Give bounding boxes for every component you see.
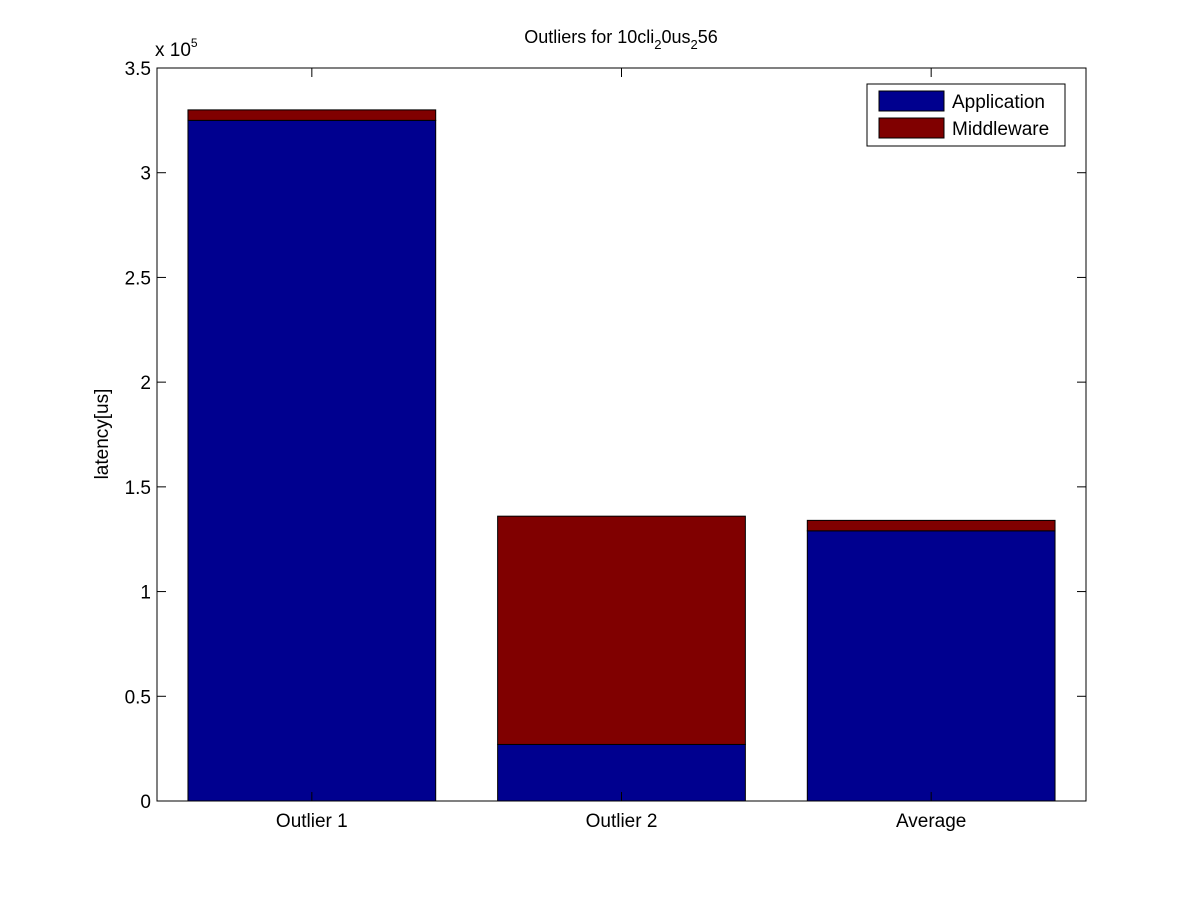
legend-swatch-application: [878, 90, 945, 112]
y-tick-label: 2.5: [125, 268, 151, 289]
bar-middleware-average: [806, 519, 1056, 532]
y-tick-label: 1.5: [125, 478, 151, 499]
y-tick-label: 1: [140, 583, 151, 604]
y-tick-label: 3: [140, 164, 151, 185]
bar-middleware-outlier-1: [187, 109, 437, 121]
bar-application-average: [806, 530, 1056, 802]
y-tick-label: 0.5: [125, 687, 151, 708]
y-axis-exponent: x 105: [155, 36, 198, 61]
y-tick-label: 3.5: [125, 59, 151, 80]
x-tick-label: Outlier 2: [586, 811, 658, 832]
legend-label-middleware: Middleware: [952, 119, 1049, 140]
chart-title: Outliers for 10cli20us256: [524, 27, 718, 52]
x-tick-label: Average: [896, 811, 966, 832]
legend-label-application: Application: [952, 92, 1045, 113]
bars-layer: [187, 109, 1056, 802]
plot-frame: [156, 67, 1087, 802]
legend: Application Middleware: [866, 83, 1066, 147]
legend-swatch-middleware: [878, 117, 945, 139]
bar-application-outlier-2: [497, 743, 746, 802]
bar-middleware-outlier-2: [497, 515, 746, 745]
y-tick-label: 2: [140, 373, 151, 394]
y-axis-title: latency[us]: [92, 389, 113, 480]
ticks-layer: Outlier 1 Outlier 2 Average 0 0.5 1 1.5 2 2.5 3 3.…: [125, 59, 1086, 832]
y-tick-label: 0: [140, 792, 151, 813]
bar-application-outlier-1: [187, 119, 437, 802]
x-tick-label: Outlier 1: [276, 811, 348, 832]
